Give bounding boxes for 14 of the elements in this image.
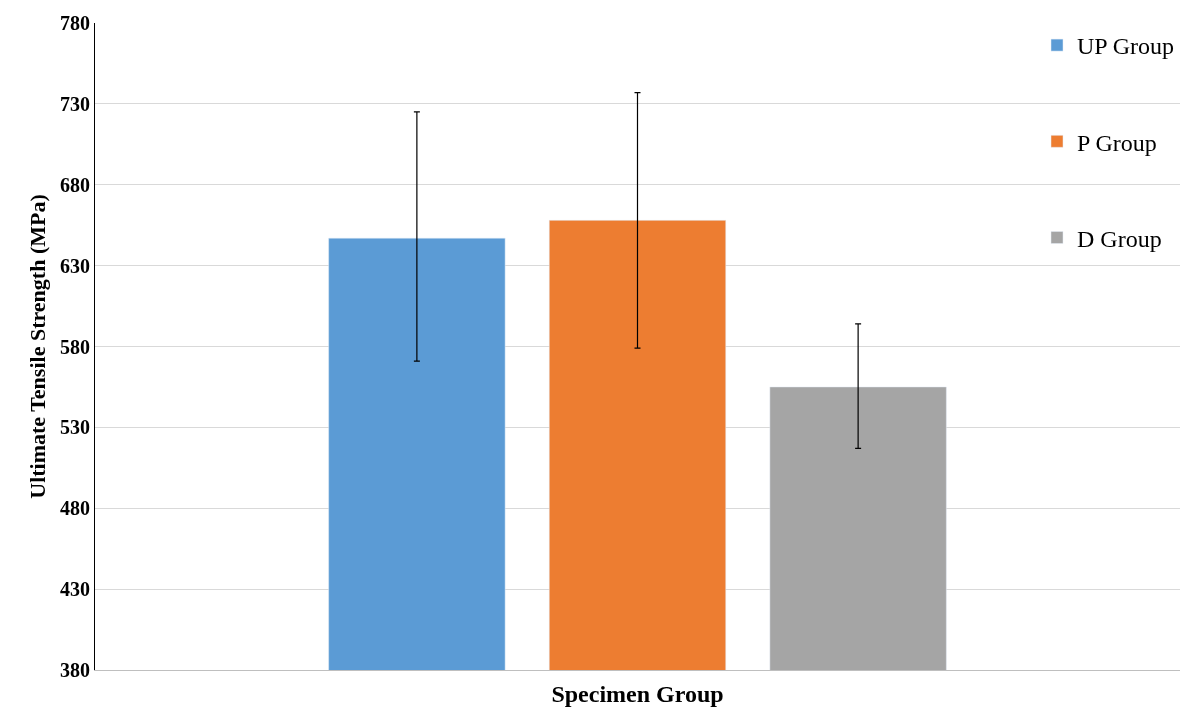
x-axis-title: Specimen Group [551, 681, 724, 708]
y-tick-label: 630 [60, 254, 90, 277]
y-tick-label: 530 [60, 416, 90, 439]
y-tick-label: 380 [60, 659, 90, 681]
y-tick-label: 480 [60, 497, 90, 520]
y-tick-label: 780 [60, 12, 90, 34]
legend-label: P Group [1077, 129, 1157, 156]
y-tick-label: 430 [60, 578, 90, 601]
y-axis-title: Ultimate Tensile Strength (MPa) [24, 194, 50, 499]
legend-label: UP Group [1077, 33, 1175, 60]
y-tick-label: 680 [60, 173, 90, 196]
legend-label: D Group [1077, 225, 1162, 252]
y-tick-label: 580 [60, 335, 90, 358]
y-tick-label: 730 [60, 92, 90, 115]
